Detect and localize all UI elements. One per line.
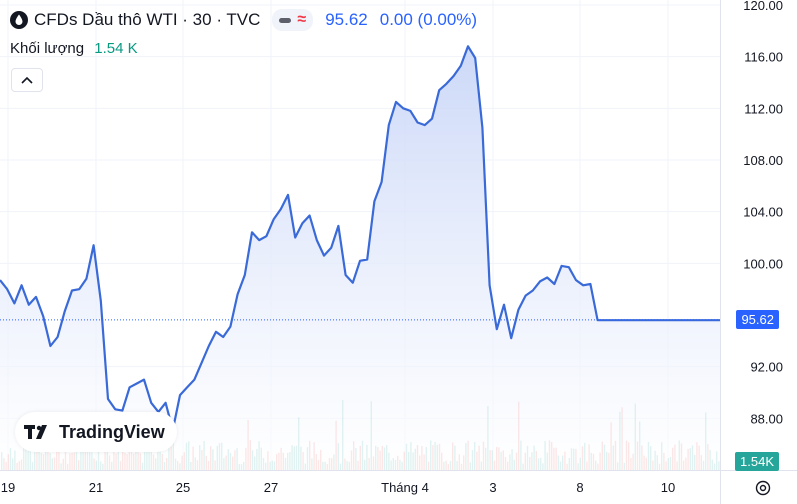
y-tick-label: 104.00 bbox=[743, 205, 783, 220]
collapse-legend-button[interactable] bbox=[11, 68, 43, 92]
y-tick-label: 92.00 bbox=[750, 360, 783, 375]
x-tick-label: 10 bbox=[661, 480, 675, 495]
tradingview-logo[interactable]: TradingView bbox=[15, 412, 177, 452]
x-tick-label: Tháng 4 bbox=[381, 480, 429, 495]
y-tick-label: 108.00 bbox=[743, 153, 783, 168]
y-tick-label: 116.00 bbox=[744, 50, 783, 65]
chevron-up-icon bbox=[21, 76, 33, 84]
y-tick-label: 100.00 bbox=[743, 256, 783, 271]
x-tick-label: 3 bbox=[489, 480, 496, 495]
y-tick-label: 88.00 bbox=[750, 411, 783, 426]
minus-icon bbox=[279, 17, 292, 23]
market-status-pill[interactable]: ≈ bbox=[272, 9, 314, 31]
drop-icon bbox=[10, 11, 28, 29]
tradingview-logo-icon bbox=[24, 425, 47, 439]
x-tick-label: 19 bbox=[1, 480, 15, 495]
tradingview-wordmark: TradingView bbox=[59, 421, 165, 442]
y-tick-label: 112.00 bbox=[744, 101, 783, 116]
volume-legend: Khối lượng 1.54 K bbox=[10, 40, 138, 57]
symbol-title[interactable]: CFDs Dầu thô WTI · 30 · TVC bbox=[34, 10, 261, 29]
volume-tag: 1.54K bbox=[735, 452, 779, 471]
last-price: 95.62 bbox=[325, 10, 368, 29]
settings-gear-icon[interactable] bbox=[754, 479, 772, 497]
last-price-tag: 95.62 bbox=[736, 310, 779, 329]
volume-value: 1.54 K bbox=[94, 40, 138, 57]
price-area bbox=[0, 46, 720, 471]
x-tick-label: 27 bbox=[264, 480, 278, 495]
volume-label: Khối lượng bbox=[10, 40, 85, 57]
y-tick-label: 120.00 bbox=[743, 0, 783, 13]
approx-icon: ≈ bbox=[297, 11, 307, 28]
price-change: 0.00 (0.00%) bbox=[379, 10, 478, 29]
x-tick-label: 8 bbox=[576, 480, 583, 495]
chart-legend: CFDs Dầu thô WTI · 30 · TVC ≈ 95.62 0.00… bbox=[10, 9, 477, 31]
x-tick-label: 25 bbox=[176, 480, 190, 495]
x-tick-label: 21 bbox=[89, 480, 103, 495]
